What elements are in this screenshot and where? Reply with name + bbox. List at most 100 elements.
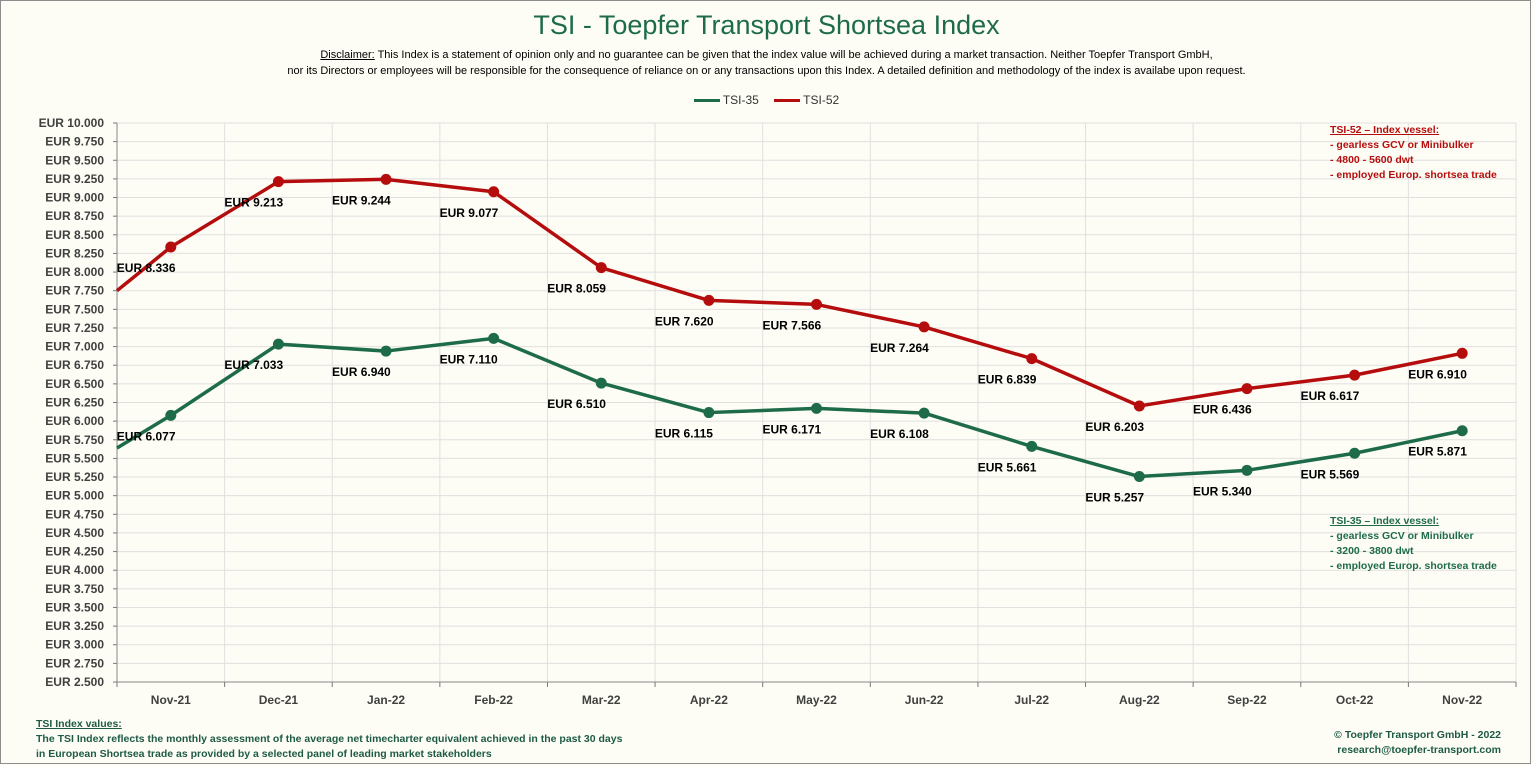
footer-contact: © Toepfer Transport GmbH - 2022 research… — [1334, 728, 1501, 758]
disclaimer-line-1: Disclaimer: This Index is a statement of… — [0, 47, 1533, 63]
legend-item-tsi52[interactable]: TSI-52 — [774, 93, 839, 107]
footer-definition: TSI Index values: The TSI Index reflects… — [36, 717, 622, 762]
legend-swatch-tsi35 — [693, 99, 720, 103]
label-layer: EUR 6.077 EUR 7.033 EUR 6.940 EUR 7.110 EUR … — [117, 193, 1467, 504]
data-point-tsi35 — [811, 402, 822, 414]
tsi52-note-heading: TSI-52 – Index vessel: — [1330, 124, 1440, 136]
x-tick-label: Jan-22 — [367, 693, 405, 707]
disclaimer-text-1: This Index is a statement of opinion onl… — [374, 49, 1213, 61]
y-tick-label: EUR 4.250 — [45, 545, 104, 559]
tsi52-note-line-1: - gearless GCV or Minibulker — [1330, 139, 1474, 151]
y-tick-label: EUR 6.250 — [45, 396, 104, 410]
y-tick-label: EUR 3.250 — [45, 619, 104, 633]
data-point-tsi52 — [380, 173, 392, 185]
x-tick-label: Aug-22 — [1119, 693, 1160, 707]
y-tick-label: EUR 4.500 — [45, 526, 104, 540]
legend-item-tsi35[interactable]: TSI-35 — [693, 92, 759, 107]
tsi35-vessel-note: TSI-35 – Index vessel: - gearless GCV or… — [1330, 514, 1497, 574]
data-label-tsi52: EUR 6.910 — [1408, 367, 1467, 381]
y-tick-label: EUR 3.000 — [45, 638, 104, 652]
disclaimer-text-2: nor its Directors or employees will be r… — [287, 65, 1246, 77]
x-tick-label: May-22 — [796, 693, 837, 707]
data-point-tsi35 — [165, 409, 177, 421]
legend: TSI-35 TSI-52 — [0, 92, 1533, 107]
y-tick-label: EUR 2.500 — [45, 675, 104, 689]
data-point-tsi35 — [595, 377, 607, 389]
data-point-tsi52 — [811, 298, 822, 310]
tsi52-vessel-note: TSI-52 – Index vessel: - gearless GCV or… — [1330, 123, 1497, 183]
data-label-tsi35: EUR 6.510 — [547, 397, 606, 411]
y-tick-label: EUR 7.250 — [45, 321, 104, 335]
data-point-tsi35 — [918, 407, 930, 419]
disclaimer: Disclaimer: This Index is a statement of… — [0, 47, 1533, 79]
data-point-tsi52 — [918, 321, 930, 333]
y-tick-label: EUR 6.000 — [45, 414, 104, 428]
tsi35-note-heading: TSI-35 – Index vessel: — [1330, 515, 1440, 527]
data-label-tsi35: EUR 5.257 — [1085, 491, 1144, 505]
y-tick-label: EUR 7.750 — [45, 284, 104, 298]
y-tick-label: EUR 6.500 — [45, 377, 104, 391]
data-label-tsi35: EUR 6.171 — [763, 422, 822, 436]
data-label-tsi35: EUR 6.077 — [117, 429, 176, 443]
chart-title: TSI - Toepfer Transport Shortsea Index — [533, 10, 1000, 40]
data-point-tsi35 — [1456, 425, 1468, 437]
data-point-tsi35 — [488, 332, 500, 344]
data-label-tsi52: EUR 8.336 — [117, 261, 176, 275]
data-point-tsi35 — [380, 345, 392, 357]
data-point-tsi35 — [1241, 464, 1253, 476]
data-label-tsi35: EUR 5.661 — [978, 460, 1037, 474]
data-point-tsi52 — [1349, 369, 1361, 381]
y-tick-label: EUR 5.250 — [45, 470, 104, 484]
data-point-tsi35 — [703, 407, 715, 419]
data-point-tsi52 — [703, 294, 715, 306]
y-tick-label: EUR 8.250 — [45, 246, 104, 260]
data-point-tsi35 — [1026, 440, 1038, 452]
y-tick-label: EUR 9.750 — [45, 135, 104, 149]
data-point-tsi52 — [165, 241, 177, 253]
y-tick-label: EUR 9.500 — [45, 153, 104, 167]
data-label-tsi52: EUR 6.839 — [978, 373, 1037, 387]
x-tick-label: Dec-21 — [259, 693, 299, 707]
data-label-tsi52: EUR 7.620 — [655, 314, 714, 328]
tsi52-note-line-3: - employed Europ. shortsea trade — [1330, 169, 1497, 181]
data-label-tsi52: EUR 7.566 — [763, 318, 822, 332]
y-tick-label: EUR 5.500 — [45, 451, 104, 465]
footer-email-link[interactable]: research@toepfer-transport.com — [1337, 744, 1501, 756]
y-tick-label: EUR 6.750 — [45, 358, 104, 372]
series-layer — [115, 173, 1468, 483]
data-point-tsi52 — [1133, 400, 1145, 412]
data-point-tsi52 — [1456, 347, 1468, 359]
data-point-tsi52 — [488, 186, 500, 198]
x-tick-label: Jul-22 — [1014, 693, 1049, 707]
footer-line-1: The TSI Index reflects the monthly asses… — [36, 733, 623, 745]
data-label-tsi52: EUR 6.617 — [1301, 389, 1360, 403]
y-tick-label: EUR 8.750 — [45, 209, 104, 223]
legend-swatch-tsi52 — [774, 99, 801, 103]
x-tick-label: Nov-22 — [1442, 693, 1482, 707]
data-label-tsi35: EUR 7.110 — [440, 352, 498, 366]
data-label-tsi52: EUR 6.436 — [1193, 403, 1252, 417]
data-label-tsi35: EUR 5.871 — [1408, 445, 1467, 459]
y-tick-label: EUR 2.750 — [45, 656, 104, 670]
tsi52-note-line-2: - 4800 - 5600 dwt — [1330, 154, 1414, 166]
footer-copyright: © Toepfer Transport GmbH - 2022 — [1334, 729, 1501, 741]
y-tick-label: EUR 8.000 — [45, 265, 104, 279]
data-label-tsi35: EUR 6.115 — [655, 427, 713, 441]
series-line-tsi35 — [116, 336, 1463, 479]
data-label-tsi52: EUR 9.077 — [440, 206, 499, 220]
tsi35-note-line-1: - gearless GCV or Minibulker — [1330, 530, 1474, 542]
data-label-tsi52: EUR 9.213 — [224, 196, 283, 210]
data-label-tsi52: EUR 7.264 — [870, 341, 929, 355]
legend-label-tsi35: TSI-35 — [722, 92, 759, 107]
series-line-tsi52 — [115, 177, 1463, 408]
data-point-tsi35 — [1349, 447, 1361, 459]
data-point-tsi52 — [595, 262, 607, 274]
y-tick-label: EUR 7.500 — [45, 302, 104, 316]
y-tick-label: EUR 7.000 — [45, 340, 104, 354]
y-tick-label: EUR 3.500 — [45, 600, 104, 614]
data-label-tsi52: EUR 6.203 — [1085, 420, 1144, 434]
data-point-tsi52 — [1026, 353, 1038, 365]
x-tick-label: Nov-21 — [151, 693, 191, 707]
